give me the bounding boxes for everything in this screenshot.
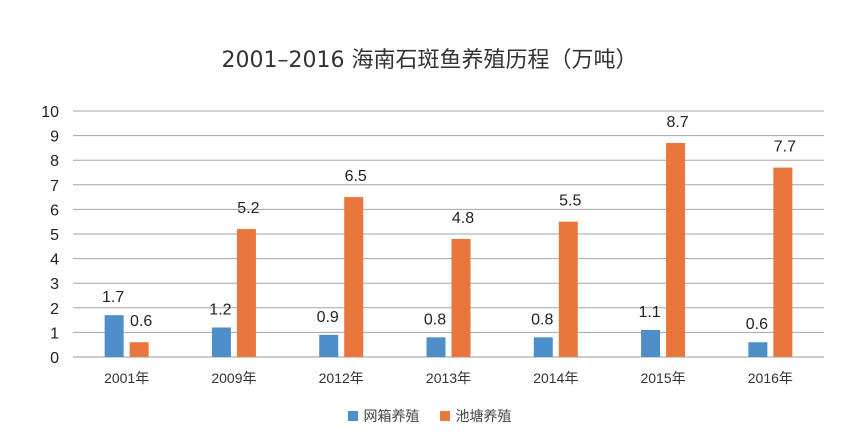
y-tick-label: 6 [50, 202, 59, 219]
y-tick-label: 1 [50, 325, 59, 342]
bar-pond [451, 238, 471, 357]
y-tick-label: 8 [50, 153, 59, 170]
data-label: 6.5 [345, 168, 367, 185]
bar-cage [533, 337, 553, 357]
x-tick-label: 2001年 [104, 370, 149, 386]
x-tick-label: 2015年 [640, 370, 685, 386]
data-label: 0.8 [531, 311, 553, 328]
bar-pond [236, 229, 256, 357]
y-tick-label: 4 [50, 252, 59, 269]
y-tick-label: 5 [50, 227, 59, 244]
chart-title: 2001–2016 海南石斑鱼养殖历程（万吨） [221, 48, 638, 73]
y-tick-label: 7 [50, 178, 59, 195]
data-label: 7.7 [774, 139, 796, 156]
y-tick-label: 2 [50, 301, 59, 318]
y-tick-label: 10 [41, 104, 59, 121]
y-tick-label: 9 [50, 129, 59, 146]
bar-cage [748, 342, 768, 357]
data-label: 0.6 [130, 313, 152, 330]
bar-pond [773, 167, 793, 357]
y-tick-label: 3 [50, 276, 59, 293]
legend-item-pond: 池塘养殖 [439, 406, 512, 426]
bar-pond [558, 221, 578, 357]
x-tick-label: 2016年 [748, 370, 793, 386]
x-tick-label: 2013年 [426, 370, 471, 386]
bar-pond [666, 142, 686, 357]
data-label: 8.7 [666, 114, 688, 131]
data-label: 5.5 [559, 193, 581, 210]
legend-label-cage: 网箱养殖 [363, 409, 420, 425]
legend-swatch-cage [347, 411, 358, 421]
bar-pond [344, 197, 364, 357]
y-tick-label: 0 [50, 350, 59, 367]
bar-cage [426, 337, 446, 357]
x-tick-label: 2014年 [533, 370, 578, 386]
data-label: 5.2 [237, 200, 259, 217]
data-label: 1.7 [102, 289, 124, 306]
data-label: 1.2 [209, 301, 231, 318]
data-label: 4.8 [452, 210, 474, 227]
x-tick-label: 2012年 [319, 370, 364, 386]
bar-pond [129, 342, 149, 357]
x-tick-label: 2009年 [211, 370, 256, 386]
bar-cage [211, 327, 231, 357]
legend-label-pond: 池塘养殖 [455, 409, 512, 425]
data-label: 1.1 [638, 304, 660, 321]
bar-cage [104, 315, 124, 357]
bar-cage [641, 329, 661, 357]
legend: 网箱养殖 池塘养殖 [0, 406, 859, 426]
bar-cage [319, 334, 339, 357]
data-label: 0.9 [317, 309, 339, 326]
data-label: 0.8 [424, 311, 446, 328]
data-label: 0.6 [746, 316, 768, 333]
legend-swatch-pond [439, 411, 450, 421]
legend-item-cage: 网箱养殖 [347, 406, 420, 426]
